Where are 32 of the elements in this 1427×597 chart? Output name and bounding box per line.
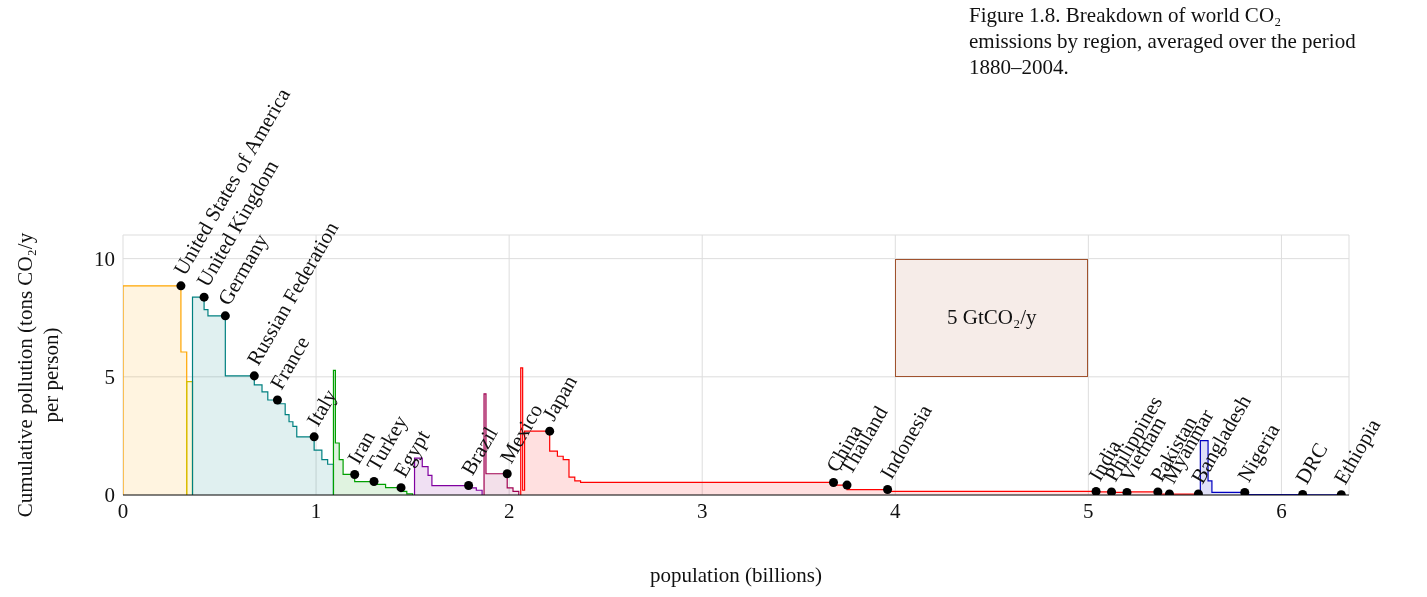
point: [350, 469, 360, 479]
point: [199, 292, 209, 302]
y-tick-label: 10: [94, 247, 115, 272]
point: [842, 480, 852, 490]
x-tick-label: 4: [890, 498, 902, 523]
point: [545, 426, 555, 436]
point: [272, 395, 282, 405]
x-tick-label: 3: [696, 498, 708, 523]
point: [1153, 487, 1163, 495]
x-tick-label: 5: [1083, 498, 1094, 523]
x-tick-label: 2: [503, 498, 515, 523]
point: [1107, 487, 1117, 495]
point: [1091, 486, 1101, 495]
y-axis-title: Cumulative pollution (tons CO₂/y per person): [12, 231, 64, 520]
point: [309, 432, 319, 442]
point: [396, 483, 406, 493]
point: [176, 281, 186, 291]
point: [369, 477, 379, 487]
point: [464, 481, 474, 491]
x-tick-label: 1: [310, 498, 322, 523]
point: [1240, 487, 1250, 495]
y-tick-label: 5: [104, 365, 115, 390]
chart-title: Figure 1.8. Breakdown of world CO₂ emissions by region, averaged over the period 1880–2004.: [969, 2, 1357, 80]
x-axis-title: population (billions): [648, 563, 824, 588]
point: [828, 477, 839, 487]
point: [249, 371, 259, 381]
point: [502, 469, 512, 479]
x-tick-label: 6: [1276, 498, 1287, 523]
point: [220, 311, 230, 321]
point: [883, 485, 893, 495]
scale-box: 5 GtCO₂/y: [895, 258, 1089, 377]
point: [1122, 487, 1132, 495]
